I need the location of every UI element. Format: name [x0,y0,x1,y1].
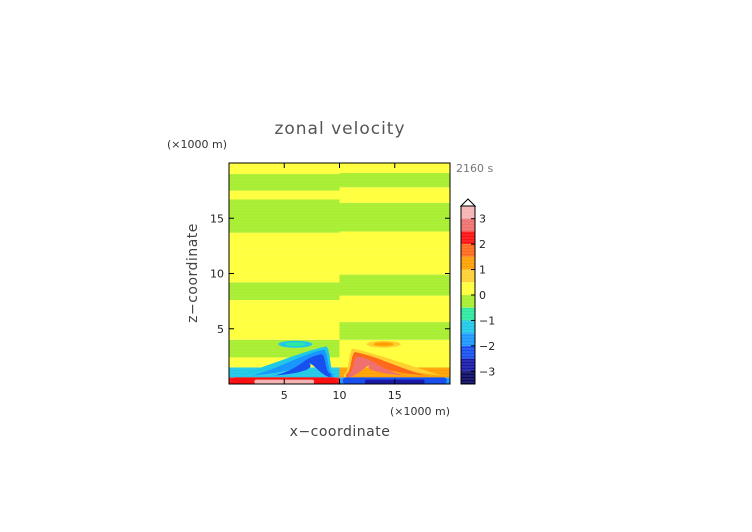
time-label: 2160 s [456,162,493,175]
right-arch-core [348,356,406,378]
left-cell-core [285,342,306,347]
colorbar-tick-label: −1 [479,314,495,327]
field-band [229,300,340,340]
x-unit-label: (×1000 m) [390,405,450,418]
y-tick-label: 10 [210,268,224,281]
y-unit-label: (×1000 m) [167,138,227,151]
colorbar-swatch [461,295,475,308]
colorbar-swatch [461,269,475,283]
left-arch-core [273,354,331,378]
field-band [229,163,340,175]
field-band [339,231,450,275]
colorbar: 3 2 1 0 −1 −2 −3 [459,198,495,385]
colorbar-swatch [461,320,475,334]
colorbar-tick-label: −3 [479,365,495,378]
colorbar-tick-label: 0 [479,289,486,302]
x-tick-label: 5 [281,389,288,402]
field-band [339,295,450,323]
field-band [339,202,450,232]
colorbar-swatch [461,256,475,270]
field-band [229,232,340,283]
field-band [229,367,340,378]
field-band [229,199,340,233]
y-axis-label: z−coordinate [185,223,201,323]
colorbar-swatch [461,345,475,359]
field-band [339,172,450,188]
field-band [339,322,450,340]
colorbar-swatch [461,231,475,245]
field-band [339,187,450,203]
y-tick-label: 15 [210,212,224,225]
chart-title: zonal velocity [274,119,405,139]
colorbar-swatch [461,358,475,372]
field-band [229,282,340,301]
colorbar-extend-arrow [459,198,477,207]
colorbar-tick-label: −2 [479,340,495,353]
x-axis-label: x−coordinate [290,424,391,440]
colorbar-tick-label: 3 [479,213,486,226]
colorbar-swatch [461,371,475,384]
colorbar-tick-label: 2 [479,238,486,251]
x-ticks: 5 10 15 [281,163,402,402]
y-tick-label: 5 [217,323,224,336]
field-band [229,190,340,200]
colorbar-swatch [461,282,475,295]
field-band [339,274,450,296]
field-band [229,174,340,191]
right-arch-mid [346,351,428,378]
heatmap-area [229,163,450,384]
right-cell-core [373,342,394,347]
x-tick-label: 15 [388,389,402,402]
colorbar-swatch [461,244,475,257]
x-tick-label: 10 [333,389,347,402]
colorbar-swatch [461,307,475,321]
field-band [339,367,450,378]
colorbar-tick-label: 1 [479,264,486,277]
colorbar-swatch [461,218,475,232]
colorbar-swatch [461,206,475,219]
colorbar-swatch [461,333,475,346]
y-ticks: 5 10 15 [210,212,450,336]
left-arch-mid [251,349,333,378]
